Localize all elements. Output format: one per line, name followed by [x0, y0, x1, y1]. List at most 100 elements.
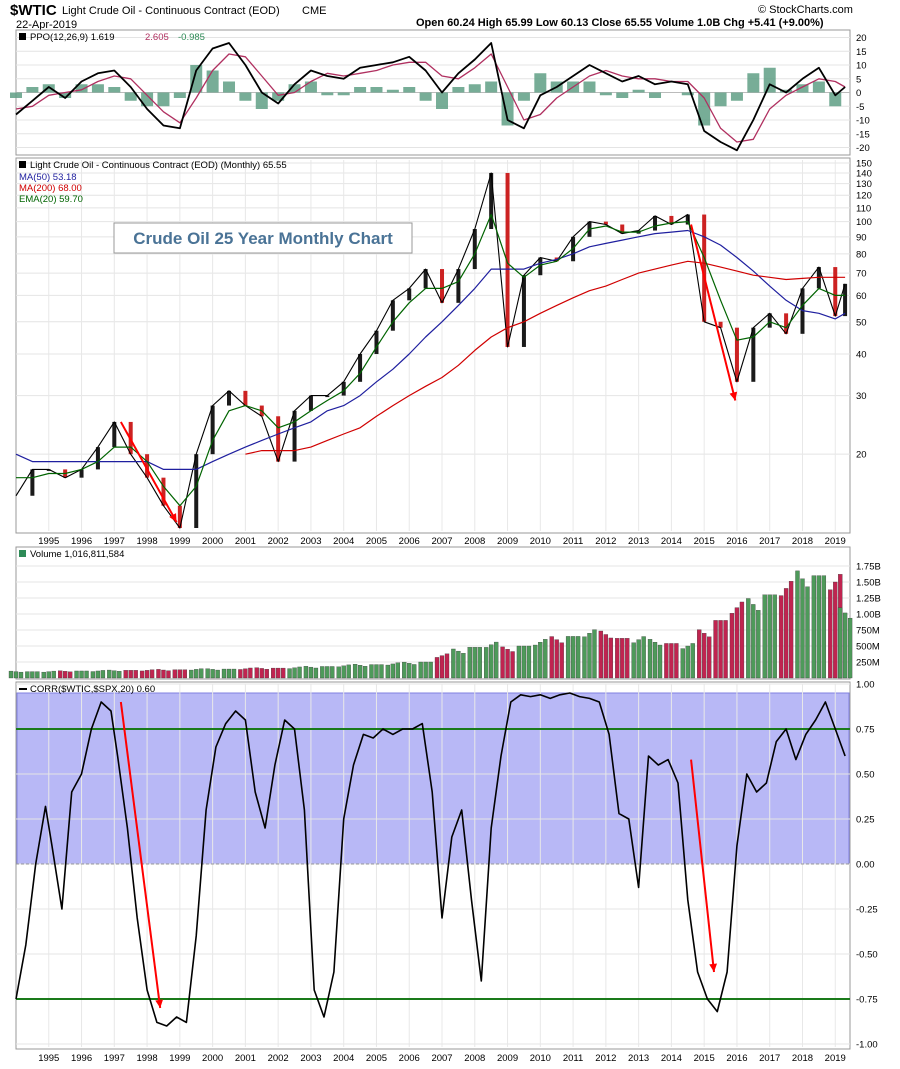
price-candle	[341, 381, 346, 396]
volume-bar	[18, 671, 24, 679]
volume-bar	[172, 669, 178, 679]
price-y-tick-label: 60	[856, 291, 867, 302]
volume-y-tick-label: 500M	[856, 642, 880, 653]
corr-x-tick-label: 2007	[431, 1053, 452, 1064]
price-candle	[653, 215, 658, 231]
price-candle	[489, 172, 494, 230]
volume-bar	[451, 648, 456, 679]
volume-y-tick-label: 1.25B	[856, 594, 881, 605]
volume-bar	[231, 668, 237, 679]
volume-bar	[276, 667, 281, 679]
volume-bar	[543, 639, 548, 679]
price-x-tick-label: 2016	[726, 536, 747, 547]
price-y-tick-label: 20	[856, 450, 867, 461]
ma200-legend: MA(200) 68.00	[19, 183, 82, 194]
corr-y-tick-label: -1.00	[856, 1040, 878, 1051]
price-x-tick-label: 2011	[563, 536, 583, 547]
price-candle	[145, 454, 150, 478]
price-candle	[718, 321, 723, 328]
price-candle	[751, 327, 756, 382]
ppo-histogram-bar	[141, 92, 154, 107]
price-candle	[227, 390, 232, 406]
price-candle	[210, 405, 215, 455]
corr-x-tick-label: 2009	[497, 1053, 518, 1064]
volume-bar	[210, 669, 215, 679]
volume-bar	[587, 633, 592, 679]
volume-bar	[287, 668, 292, 679]
volume-bar	[549, 636, 554, 679]
corr-x-tick-label: 1998	[137, 1053, 158, 1064]
volume-bar	[418, 661, 423, 679]
price-x-tick-label: 2000	[202, 536, 223, 547]
volume-bar	[303, 666, 309, 679]
volume-bar	[783, 588, 789, 679]
ppo-histogram-bar	[616, 92, 629, 98]
volume-bar	[95, 670, 101, 679]
header-symbol[interactable]: $WTIC	[10, 2, 57, 19]
ppo-histogram-bar	[288, 84, 301, 93]
volume-bar	[615, 638, 620, 679]
ppo-histogram-bar	[632, 89, 645, 93]
price-candle	[308, 395, 313, 411]
price-legend-swatch	[19, 161, 26, 168]
price-x-tick-label: 2014	[661, 536, 682, 547]
ppo-y-tick-label: 5	[856, 74, 861, 85]
ppo-histogram-bar	[206, 70, 219, 93]
marks-layer	[8, 42, 853, 1027]
price-x-tick-label: 2004	[333, 536, 354, 547]
corr-arrow-1-head	[709, 963, 718, 972]
volume-bar	[74, 670, 79, 679]
volume-bar	[444, 653, 450, 679]
price-candle	[440, 269, 445, 303]
price-arrow-1-shaft	[690, 224, 737, 401]
volume-bar	[521, 645, 527, 679]
ppo-histogram-bar	[173, 92, 186, 98]
volume-bar	[412, 664, 417, 679]
volume-bar	[402, 661, 407, 679]
volume-bar	[205, 668, 210, 679]
price-x-tick-label: 2002	[268, 536, 289, 547]
corr-arrow-1-shaft	[690, 759, 715, 973]
ppo-y-tick-label: 10	[856, 61, 867, 72]
ma200-line	[245, 260, 846, 455]
price-candle	[95, 447, 100, 470]
volume-bar	[570, 636, 576, 679]
corr-x-tick-label: 2017	[759, 1053, 780, 1064]
price-candle	[472, 229, 477, 270]
volume-bar	[603, 634, 609, 679]
volume-bar	[13, 671, 19, 679]
volume-legend-swatch	[19, 550, 26, 557]
ppo-legend-main: PPO(12,26,9) 1.619	[30, 32, 115, 43]
ma50-line	[15, 229, 846, 470]
header-copyright[interactable]: © StockCharts.com	[758, 4, 853, 16]
chart-annotation: Crude Oil 25 Year Monthly Chart	[113, 222, 413, 254]
price-x-tick-label: 2005	[366, 536, 387, 547]
price-y-tick-label: 30	[856, 391, 867, 402]
price-arrow-1-head	[729, 391, 738, 401]
corr-x-tick-label: 2015	[694, 1053, 715, 1064]
ppo-histogram-bar	[517, 92, 530, 101]
volume-bar	[718, 620, 723, 679]
volume-bar	[756, 610, 761, 679]
ppo-histogram-bar	[190, 65, 203, 93]
price-candle	[538, 257, 543, 276]
volume-bar	[697, 629, 702, 679]
corr-x-tick-label: 2004	[333, 1053, 354, 1064]
ppo-histogram-bar	[75, 84, 88, 93]
volume-bar	[166, 670, 171, 679]
volume-bar	[215, 669, 220, 679]
corr-x-tick-label: 2001	[235, 1053, 256, 1064]
volume-bar	[778, 595, 784, 679]
volume-bar	[357, 665, 363, 679]
price-candle	[30, 469, 35, 496]
volume-bar	[313, 667, 319, 679]
volume-bar	[320, 666, 325, 679]
volume-bar	[325, 666, 330, 679]
ppo-histogram-bar	[304, 81, 317, 93]
volume-bar	[816, 575, 822, 679]
price-candle	[734, 327, 739, 382]
corr-x-tick-label: 2018	[792, 1053, 813, 1064]
price-x-tick-label: 2003	[300, 536, 321, 547]
volume-bar	[308, 666, 314, 679]
